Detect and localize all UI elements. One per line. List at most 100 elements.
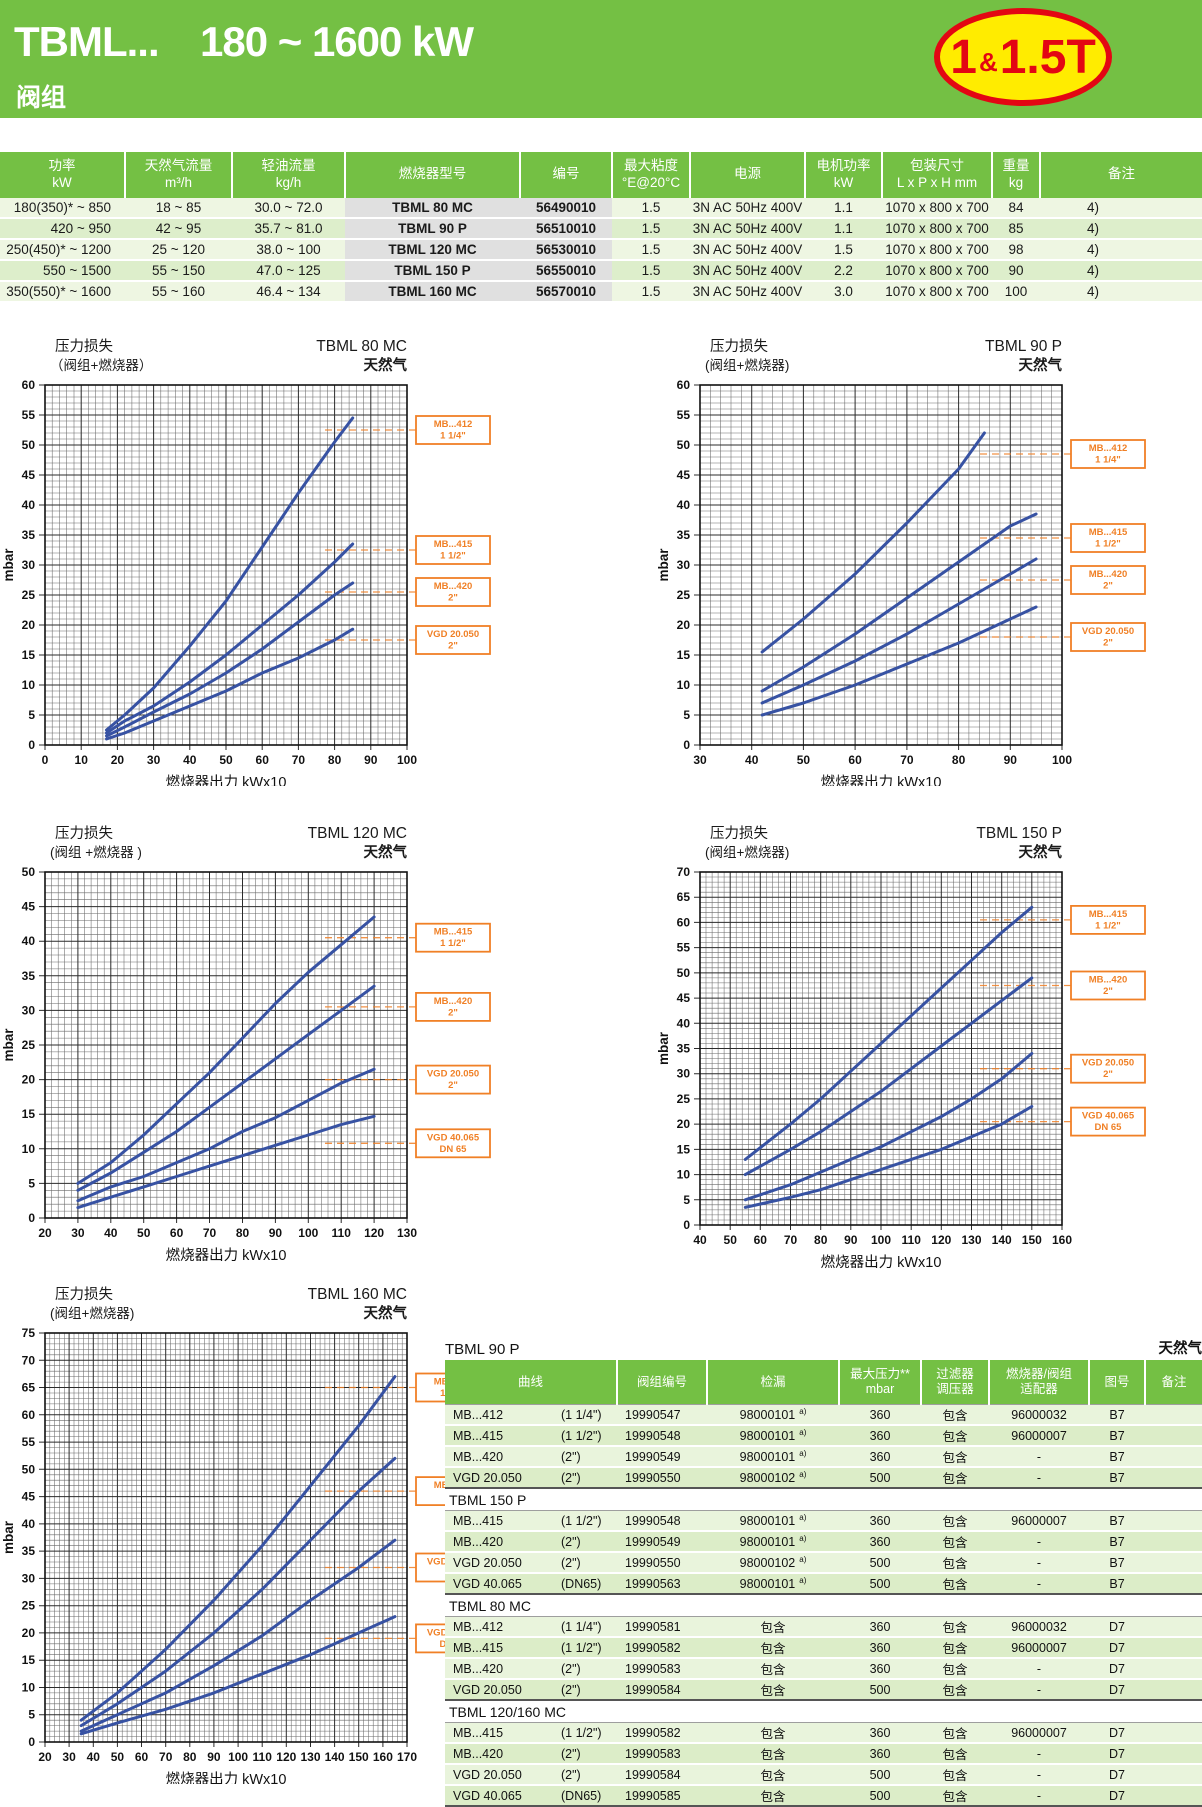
svg-text:30: 30 — [22, 1571, 36, 1585]
svg-text:100: 100 — [228, 1750, 248, 1764]
valve-cell: - — [989, 1785, 1089, 1806]
valve-cell — [1145, 1467, 1202, 1488]
valve-col-header-5: 燃烧器/阀组适配器 — [989, 1360, 1089, 1405]
svg-text:VGD 40.065: VGD 40.065 — [427, 1132, 480, 1143]
legend-box-VGD 20.050: VGD 20.0502" — [1071, 1055, 1145, 1083]
svg-text:1 1/2": 1 1/2" — [440, 938, 466, 949]
valve-cell — [1145, 1552, 1202, 1573]
valve-cell: B7 — [1089, 1446, 1145, 1467]
svg-text:90: 90 — [269, 1226, 283, 1240]
svg-text:30: 30 — [677, 1067, 691, 1081]
svg-text:40: 40 — [22, 934, 36, 948]
svg-text:1 1/2": 1 1/2" — [1095, 539, 1121, 550]
spec-cell: 56570010 — [520, 281, 612, 302]
badge-ampersand: & — [979, 47, 998, 78]
valve-cell: (1 1/2") — [553, 1511, 617, 1532]
spec-col-header-4: 编号 — [520, 152, 612, 198]
valve-cell: B7 — [1089, 1552, 1145, 1573]
valve-cell — [1145, 1764, 1202, 1785]
svg-text:1 1/2": 1 1/2" — [440, 551, 466, 562]
valve-cell: 包含 — [921, 1764, 989, 1785]
valve-cell: 360 — [839, 1743, 921, 1764]
svg-text:100: 100 — [871, 1233, 891, 1247]
svg-text:25: 25 — [22, 1599, 36, 1613]
spec-cell: 3N AC 50Hz 400V — [690, 198, 805, 218]
valve-cell: MB...420 — [445, 1531, 553, 1552]
svg-text:50: 50 — [724, 1233, 738, 1247]
spec-cell: 350(550)* ~ 1600 — [0, 281, 125, 302]
svg-text:10: 10 — [677, 678, 691, 692]
valve-cell: D7 — [1089, 1723, 1145, 1744]
spec-cell: 18 ~ 85 — [125, 198, 232, 218]
valve-cell: (1 1/2") — [553, 1425, 617, 1446]
spec-cell: 38.0 ~ 100 — [232, 239, 345, 260]
y-axis-title: mbar — [1, 1520, 16, 1554]
svg-text:60: 60 — [848, 753, 862, 767]
valve-cell: 包含 — [707, 1764, 839, 1785]
valve-cell — [1145, 1617, 1202, 1638]
valve-cell: 包含 — [921, 1637, 989, 1658]
svg-text:VGD 20.050: VGD 20.050 — [1082, 626, 1134, 637]
y-axis-title: mbar — [1, 548, 16, 582]
valve-cell: MB...415 — [445, 1425, 553, 1446]
valve-cell: MB...420 — [445, 1743, 553, 1764]
spec-cell: 180(350)* ~ 850 — [0, 198, 125, 218]
svg-text:40: 40 — [87, 1750, 101, 1764]
svg-text:10: 10 — [677, 1168, 691, 1182]
svg-text:20: 20 — [22, 618, 36, 632]
valve-cell: (1 1/4") — [553, 1617, 617, 1638]
valve-cell: 360 — [839, 1405, 921, 1426]
svg-text:0: 0 — [683, 1218, 690, 1232]
svg-text:110: 110 — [332, 1226, 352, 1240]
curve-VGD 40.065 — [78, 1116, 374, 1207]
chart-subtitle: （阀组+燃烧器） — [50, 357, 152, 373]
valve-cell — [1145, 1573, 1202, 1594]
svg-text:150: 150 — [1022, 1233, 1042, 1247]
curve-MB...412 — [107, 418, 353, 730]
svg-text:60: 60 — [22, 378, 36, 392]
svg-text:80: 80 — [183, 1750, 197, 1764]
valve-cell: B7 — [1089, 1511, 1145, 1532]
svg-text:45: 45 — [22, 1490, 36, 1504]
svg-text:MB...420: MB...420 — [434, 996, 473, 1007]
spec-col-header-5: 最大粘度°E@20°C — [612, 152, 690, 198]
svg-text:50: 50 — [797, 753, 811, 767]
valve-cell: D7 — [1089, 1658, 1145, 1679]
svg-text:MB...415: MB...415 — [1089, 527, 1128, 538]
chart-model-label: TBML 80 MC — [316, 338, 407, 355]
valve-cell: 19990550 — [617, 1467, 707, 1488]
valve-cell: 包含 — [921, 1658, 989, 1679]
svg-text:40: 40 — [104, 1226, 118, 1240]
valve-cell: (2") — [553, 1446, 617, 1467]
svg-text:45: 45 — [22, 468, 36, 482]
valve-cell: - — [989, 1764, 1089, 1785]
svg-text:2": 2" — [1103, 986, 1113, 997]
svg-text:20: 20 — [677, 1117, 691, 1131]
chart-gas-label: 天然气 — [1019, 843, 1063, 861]
valve-cell — [1145, 1785, 1202, 1806]
chart-model-label: TBML 150 P — [976, 825, 1062, 842]
svg-text:2": 2" — [448, 1080, 458, 1091]
valve-col-header-1: 阀组编号 — [617, 1360, 707, 1405]
legend-box-VGD 40.065: VGD 40.065DN 65 — [416, 1129, 490, 1157]
valve-table-title: TBML 90 P — [445, 1341, 519, 1358]
valve-cell: 包含 — [707, 1743, 839, 1764]
valve-cell: 360 — [839, 1723, 921, 1744]
spec-cell: TBML 150 P — [345, 260, 520, 281]
